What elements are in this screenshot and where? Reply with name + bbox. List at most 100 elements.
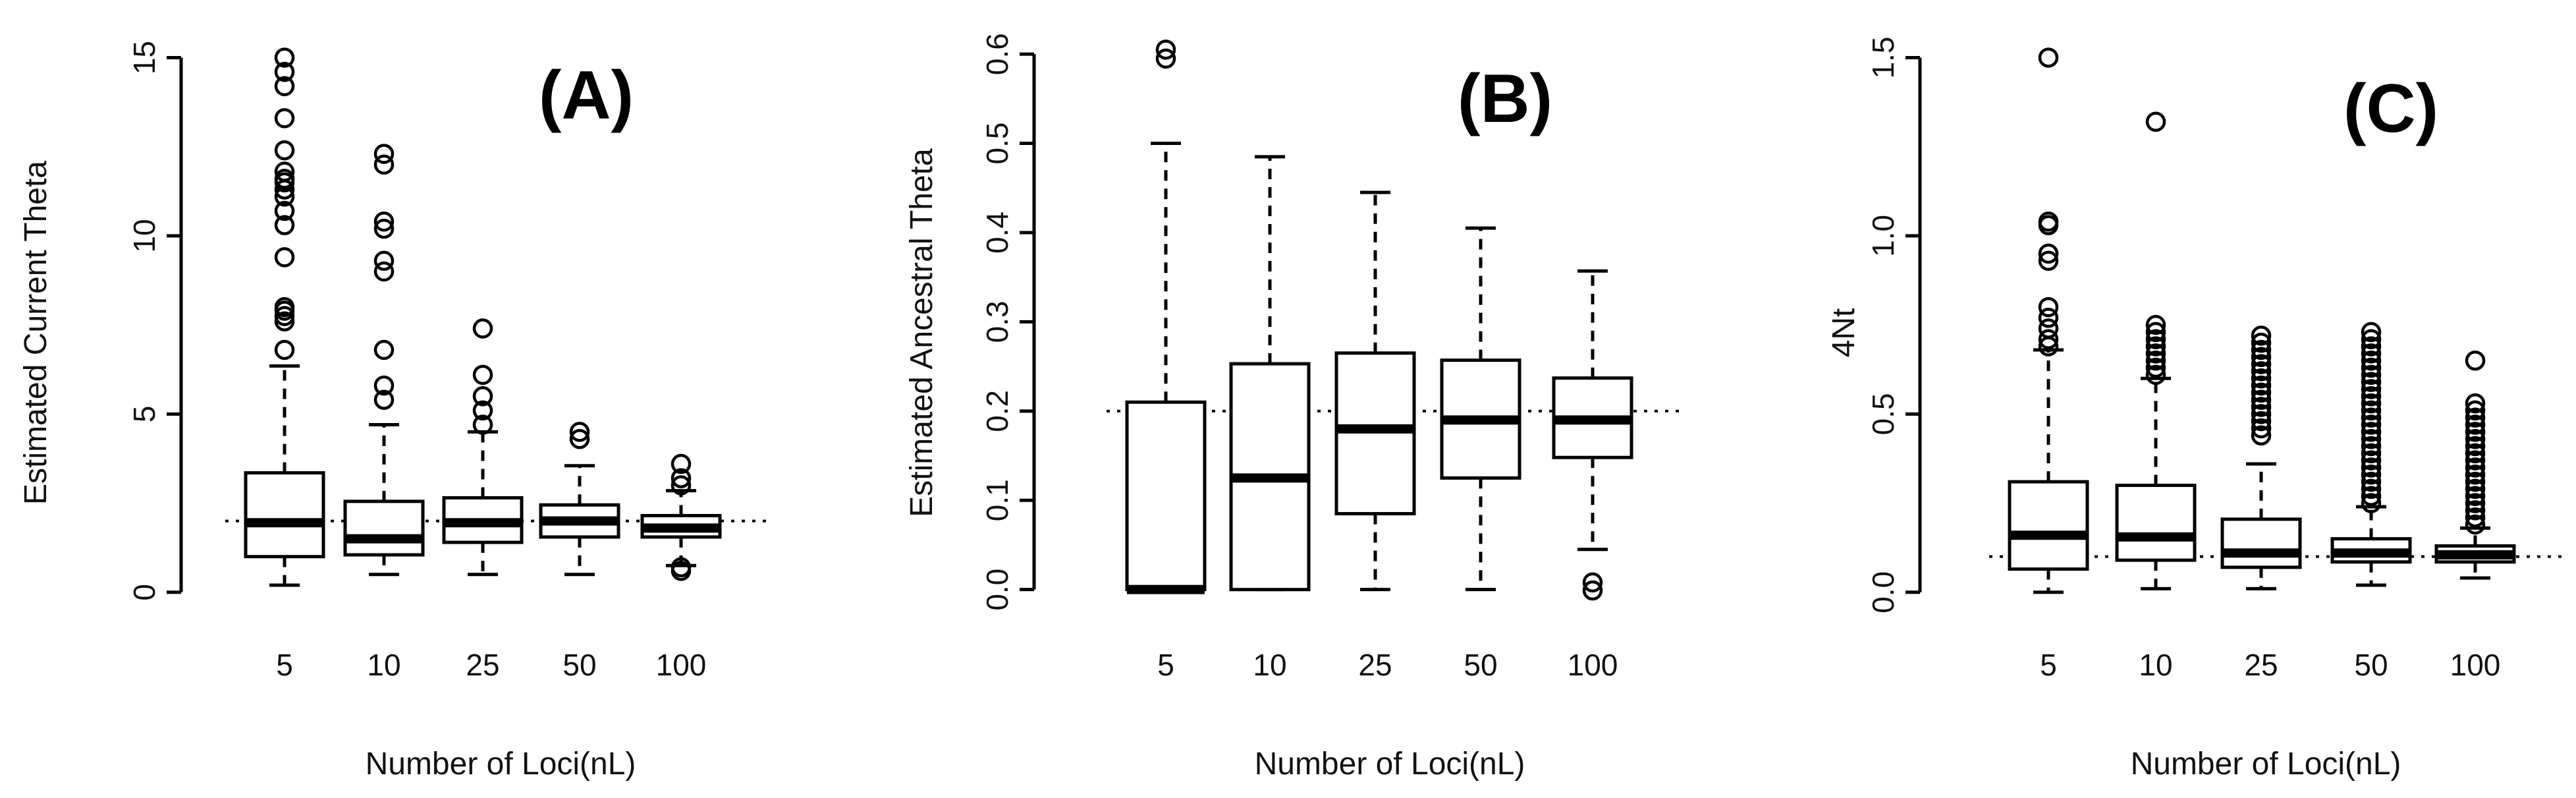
outlier-point	[2038, 47, 2059, 68]
panel-c: 0.0 0.5 1.0 1.5 4Nt 5 10 25 50 100 Number of Loci(…	[1826, 36, 2567, 782]
iqr-box	[343, 499, 425, 557]
y-tick-label: 0.6	[980, 33, 1014, 75]
outlier-point	[2465, 450, 2486, 470]
outlier-point	[671, 475, 692, 496]
x-tick-label: 100	[1568, 648, 1618, 682]
outlier-point	[373, 154, 395, 175]
outlier-point	[274, 140, 295, 161]
outlier-point	[2251, 339, 2272, 360]
outlier-point	[2465, 493, 2486, 513]
outlier-point	[2361, 372, 2382, 392]
x-tick-label: 10	[2139, 648, 2172, 682]
outlier-point	[2361, 436, 2382, 457]
outlier-point	[2361, 478, 2382, 499]
outlier-point	[2038, 243, 2059, 264]
outlier-point	[2038, 329, 2059, 349]
outlier-point	[2361, 343, 2382, 364]
outlier-point	[1155, 48, 1176, 69]
outlier-point	[2465, 500, 2486, 521]
box-25	[2220, 326, 2302, 590]
y-axis-title: 4Nt	[1826, 308, 1861, 358]
outlier-point	[671, 557, 692, 578]
box-25	[442, 318, 524, 577]
x-tick-label: 25	[1358, 648, 1392, 682]
outlier-point	[2145, 350, 2166, 371]
outlier-point	[2465, 486, 2486, 506]
x-tick-label: 100	[2450, 648, 2501, 682]
box-5	[244, 47, 325, 587]
outlier-point	[274, 247, 295, 268]
outlier-point	[274, 108, 295, 128]
y-tick-label: 1.5	[1866, 36, 1900, 78]
y-tick-label: 1.0	[1866, 215, 1900, 257]
box-10	[2115, 111, 2197, 590]
outlier-point	[671, 468, 692, 488]
outlier-point	[2465, 465, 2486, 485]
outlier-point	[472, 386, 493, 407]
outlier-point	[274, 61, 295, 82]
outlier-point	[373, 389, 395, 410]
x-tick-label: 10	[1253, 648, 1286, 682]
outlier-point	[2251, 411, 2272, 432]
outlier-point	[671, 453, 692, 474]
iqr-box	[2220, 517, 2302, 569]
outlier-point	[2145, 336, 2166, 356]
panel-label: (B)	[1458, 61, 1552, 137]
outlier-point	[274, 297, 295, 318]
x-tick-label: 5	[2040, 648, 2057, 682]
outlier-point	[1582, 580, 1603, 601]
outlier-point	[569, 422, 590, 442]
outlier-point	[2465, 514, 2486, 535]
box-10	[1229, 155, 1311, 592]
outlier-point	[2251, 361, 2272, 382]
panel-a: 0 5 10 15 Estimated Current Theta 5 10 25 50 100 N…	[18, 41, 773, 782]
outlier-point	[274, 311, 295, 331]
outlier-point	[2465, 400, 2486, 421]
outlier-point	[2361, 457, 2382, 478]
x-axis-title: Number of Loci(nL)	[366, 747, 636, 782]
box-100	[1552, 269, 1633, 601]
outlier-point	[2465, 478, 2486, 499]
outlier-point	[274, 76, 295, 96]
x-tick-label: 5	[1157, 648, 1174, 682]
outlier-point	[2251, 389, 2272, 410]
outlier-point	[2465, 350, 2486, 371]
outlier-point	[472, 318, 493, 339]
outlier-point	[2465, 422, 2486, 442]
iqr-box	[1125, 400, 1207, 592]
outlier-point	[2465, 457, 2486, 478]
outlier-point	[2251, 332, 2272, 353]
y-tick-label: 0.0	[1866, 571, 1900, 613]
outlier-point	[2038, 297, 2059, 318]
outlier-point	[472, 414, 493, 435]
x-tick-label: 50	[562, 648, 596, 682]
y-tick-label: 5	[127, 406, 161, 423]
panel-label: (C)	[2343, 71, 2438, 147]
outlier-point	[2361, 393, 2382, 414]
outlier-point	[2361, 422, 2382, 442]
iqr-box	[244, 471, 325, 559]
outlier-point	[2465, 471, 2486, 492]
box-10	[343, 144, 425, 577]
box-5	[2008, 47, 2089, 594]
box-100	[640, 453, 722, 581]
outlier-point	[274, 47, 295, 68]
outlier-point	[2145, 111, 2166, 132]
outlier-point	[2251, 375, 2272, 396]
iqr-box	[2008, 480, 2089, 571]
outlier-point	[2038, 212, 2059, 232]
outlier-point	[2251, 347, 2272, 368]
outlier-point	[2251, 354, 2272, 374]
x-axis-title: Number of Loci(nL)	[2131, 747, 2401, 782]
outlier-point	[2361, 400, 2382, 421]
x-tick-label: 100	[656, 648, 707, 682]
outlier-point	[2361, 493, 2382, 513]
box-5	[1125, 40, 1207, 594]
y-axis-title: Estimated Current Theta	[18, 161, 53, 505]
box-25	[1334, 190, 1416, 592]
outlier-point	[2361, 471, 2382, 492]
box-50	[2330, 322, 2412, 587]
outlier-point	[373, 261, 395, 282]
outlier-point	[373, 144, 395, 164]
y-tick-label: 10	[127, 219, 161, 252]
